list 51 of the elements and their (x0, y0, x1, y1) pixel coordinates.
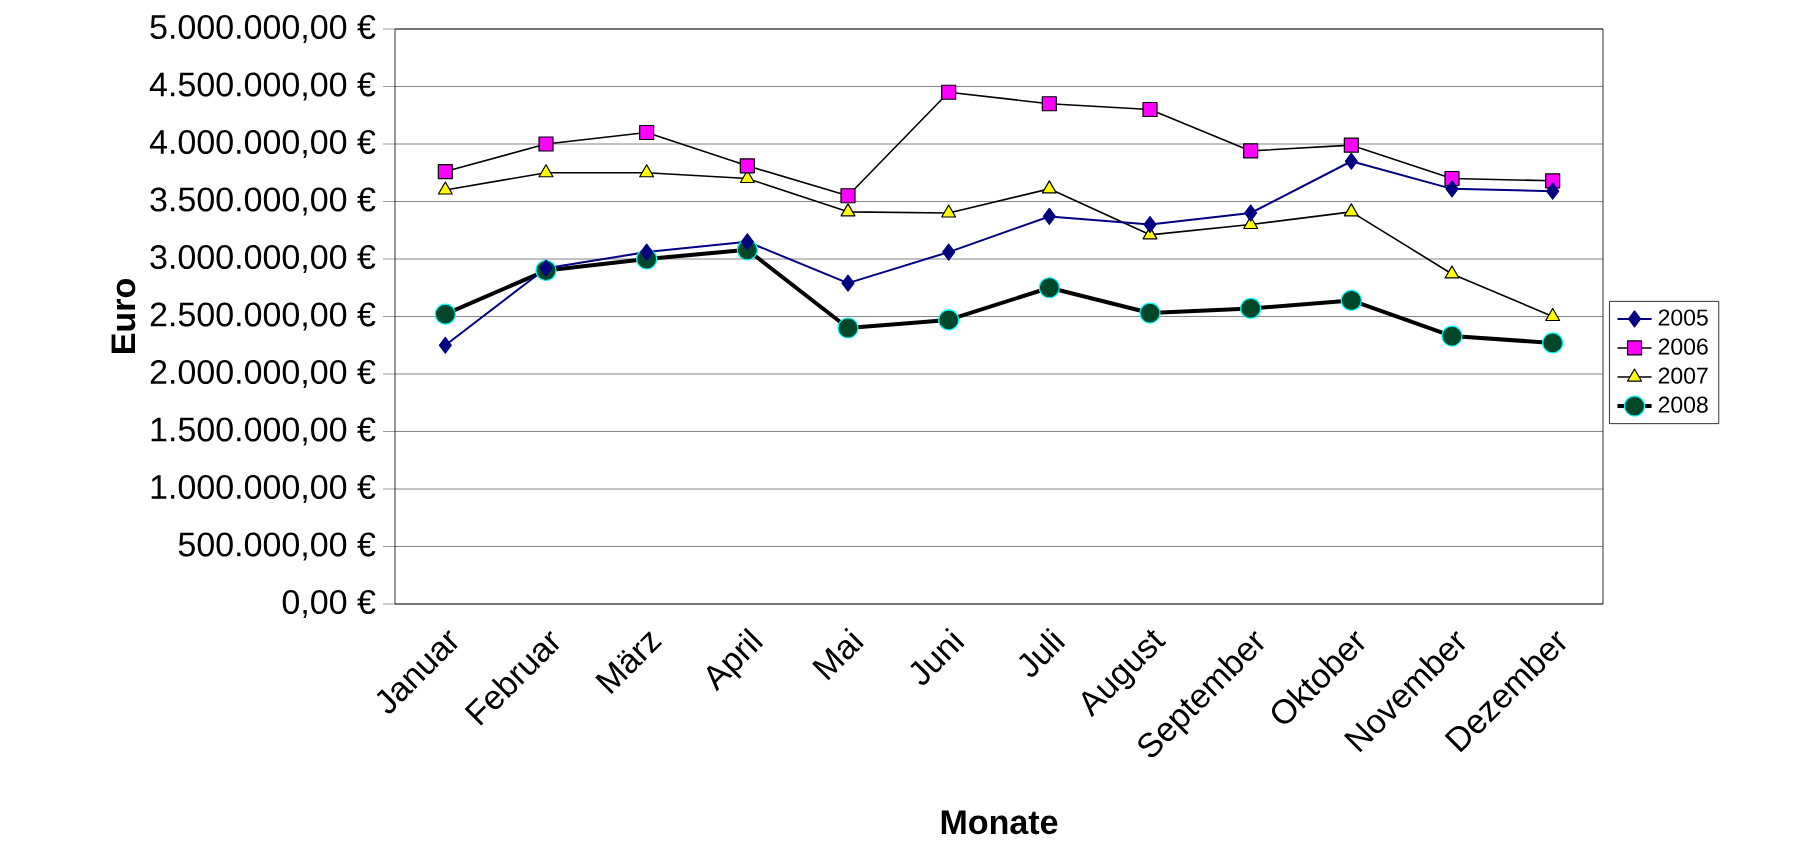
point (1546, 182, 1560, 200)
point (740, 233, 754, 251)
point (1243, 143, 1259, 159)
point (1344, 152, 1358, 170)
legend-label: 2005 (1658, 309, 1708, 326)
y-tick-label: 0,00 € (282, 589, 376, 619)
point (639, 164, 655, 178)
point (539, 259, 553, 277)
point (840, 188, 856, 204)
x-axis-title: Monate (941, 810, 1058, 835)
point (437, 164, 453, 180)
point (1041, 96, 1057, 112)
point (1143, 215, 1157, 234)
point (739, 158, 755, 174)
x-tick-label: Mai (812, 627, 864, 681)
y-axis-title: Euro (111, 279, 136, 353)
y-tick-label: 2.000.000,00 € (150, 359, 376, 389)
y-tick-label: 500.000,00 € (178, 532, 376, 561)
point (1343, 203, 1359, 217)
y-tick-label: 3.000.000,00 € (150, 244, 376, 274)
point (639, 124, 655, 141)
point (438, 336, 452, 354)
point (1444, 265, 1460, 279)
point (840, 203, 856, 217)
point (841, 274, 855, 292)
point (1545, 307, 1561, 322)
point (941, 84, 957, 100)
x-tick-label: Juli (1018, 627, 1066, 677)
y-tick-label: 1.000.000,00 € (151, 474, 376, 504)
y-tick-label: 4.500.000,00 € (149, 72, 376, 101)
y-tick-label: 5.000.000,00 € (150, 14, 376, 44)
point (942, 243, 956, 261)
y-tick-label: 3.500.000,00 € (150, 187, 376, 216)
point (1142, 101, 1158, 118)
point (437, 181, 453, 195)
point (941, 204, 957, 218)
point (1042, 207, 1056, 226)
point (1244, 204, 1258, 222)
x-tick-label: Juni (910, 627, 965, 685)
point (1343, 137, 1359, 153)
legend-label: 2008 (1658, 396, 1708, 413)
legend-label: 2007 (1658, 367, 1708, 384)
point (538, 136, 554, 152)
y-tick-label: 1.500.000,00 € (151, 417, 376, 446)
y-tick-label: 2.500.000,00 € (150, 302, 376, 331)
point (1445, 180, 1459, 198)
legend-label: 2006 (1658, 338, 1708, 355)
point (538, 164, 554, 178)
point (1041, 180, 1057, 194)
y-tick-label: 4.000.000,00 € (149, 129, 376, 159)
point (640, 243, 654, 261)
